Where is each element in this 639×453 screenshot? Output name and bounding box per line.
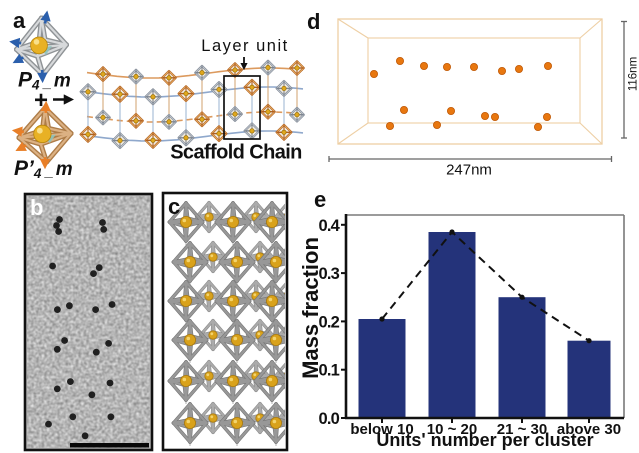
svg-text:Scaffold Chain: Scaffold Chain: [170, 142, 302, 164]
svg-text:e: e: [314, 187, 326, 212]
svg-text:Units' number per cluster: Units' number per cluster: [376, 430, 593, 450]
svg-text:Mass fraction: Mass fraction: [298, 237, 323, 379]
svg-text:d: d: [307, 9, 320, 34]
svg-text:247nm: 247nm: [446, 162, 492, 179]
svg-text:above 30: above 30: [557, 421, 621, 438]
svg-text:0.4: 0.4: [318, 217, 340, 235]
svg-text:Layer unit: Layer unit: [201, 37, 288, 55]
svg-text:0.1: 0.1: [318, 362, 339, 380]
svg-text:0.3: 0.3: [318, 265, 339, 283]
svg-text:0.2: 0.2: [318, 313, 339, 331]
svg-text:a: a: [13, 8, 26, 33]
svg-text:b: b: [30, 195, 43, 220]
svg-text:0.0: 0.0: [318, 410, 339, 428]
svg-text:+: +: [34, 87, 48, 114]
svg-text:10 ~ 20: 10 ~ 20: [427, 421, 477, 438]
svg-text:c: c: [168, 194, 180, 219]
svg-text:116nm: 116nm: [628, 57, 639, 91]
svg-text:21 ~ 30: 21 ~ 30: [497, 421, 547, 438]
svg-text:below 10: below 10: [350, 421, 413, 438]
